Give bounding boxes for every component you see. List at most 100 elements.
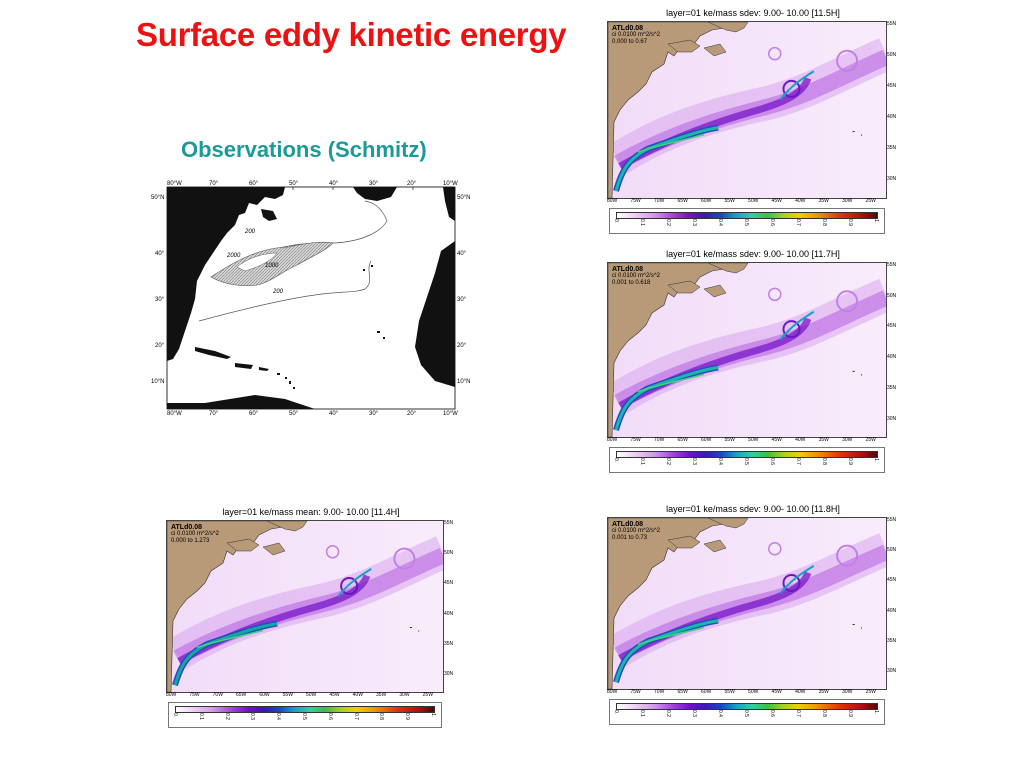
obs-lon-label: 20°	[407, 181, 417, 187]
panel-experiment-name: ATLd0.08	[612, 25, 643, 32]
lon-label: 25W	[422, 692, 433, 698]
lat-label: 30N	[887, 176, 897, 183]
colorbar-tick: 0.5	[743, 710, 749, 717]
colorbar-tick: 0.9	[404, 713, 411, 720]
lat-label: 45N	[887, 323, 897, 330]
lat-label: 30N	[444, 670, 454, 677]
panel-colorbar: 0. 0.1 0.2 0.3 0.4 0.5 0.6 0.7 0.8 0.9 1.	[168, 702, 442, 728]
panel-range: 0.001 to 0.73	[612, 535, 648, 541]
panel-info: ATLd0.08 ci 0.0100 m^2/s^2 0.000 to 0.67	[612, 25, 660, 46]
colorbar-tick: 1.	[873, 710, 879, 715]
lat-label: 40N	[444, 610, 454, 617]
lon-label: 65W	[236, 692, 247, 698]
obs-lat-label-right: 40°	[457, 251, 467, 257]
obs-lon-label-bottom: 10°W	[443, 411, 458, 417]
lon-label: 75W	[630, 198, 641, 204]
lon-label: 60W	[701, 198, 712, 204]
lon-label: 40W	[352, 692, 363, 698]
colorbar-gradient	[175, 706, 435, 713]
obs-lat-label-right: 10°N	[457, 379, 471, 385]
colorbar-tick: 0.8	[378, 713, 385, 720]
lon-label: 40W	[795, 689, 806, 695]
colorbar-tick: 0.	[613, 219, 619, 224]
panel-title: layer=01 ke/mass sdev: 9.00- 10.00 [11.5…	[666, 8, 840, 18]
obs-lon-label-bottom: 50°	[289, 411, 299, 417]
slide-title: Surface eddy kinetic energy	[136, 16, 567, 53]
colorbar-tick: 0.6	[769, 219, 775, 226]
colorbar-tick: 0.8	[821, 710, 827, 717]
model-map-figure	[608, 263, 886, 437]
lon-label: 25W	[865, 689, 876, 695]
panel-colorbar: 0. 0.1 0.2 0.3 0.4 0.5 0.6 0.7 0.8 0.9 1.	[609, 699, 885, 725]
panel-info: ATLd0.08 ci 0.0100 m^2/s^2 0.001 to 0.73	[612, 521, 660, 542]
panel-map: ATLd0.08 ci 0.0100 m^2/s^2 0.001 to 0.73	[607, 517, 887, 690]
obs-lat-label-right: 50°N	[457, 195, 471, 201]
lon-label: 30W	[842, 198, 853, 204]
panel-map: ATLd0.08 ci 0.0100 m^2/s^2 0.000 to 1.27…	[166, 520, 444, 693]
panel-map: ATLd0.08 ci 0.0100 m^2/s^2 0.000 to 0.67	[607, 21, 887, 199]
lon-label: 55W	[724, 198, 735, 204]
lat-label: 55N	[887, 21, 897, 27]
obs-lat-label: 10°N	[151, 379, 165, 385]
lon-label: 80W	[607, 437, 618, 443]
panel-contour-interval: ci 0.0100 m^2/s^2	[612, 32, 660, 38]
lat-label: 50N	[887, 547, 897, 554]
lon-label: 75W	[630, 437, 641, 443]
colorbar-tick: 0.5	[743, 219, 749, 226]
lat-label: 30N	[887, 415, 897, 422]
lat-label: 50N	[444, 550, 454, 557]
obs-lon-label-bottom: 40°	[329, 411, 339, 417]
lat-label: 50N	[887, 292, 897, 299]
obs-lon-label-bottom: 30°	[369, 411, 379, 417]
lat-label: 45N	[887, 83, 897, 90]
panel-experiment-name: ATLd0.08	[612, 266, 643, 273]
colorbar-tick: 0.8	[821, 219, 827, 226]
model-panel-3: layer=01 ke/mass mean: 9.00- 10.00 [11.4…	[166, 507, 456, 743]
lon-label: 45W	[771, 689, 782, 695]
colorbar-tick: 0.1	[639, 710, 645, 717]
panel-title: layer=01 ke/mass mean: 9.00- 10.00 [11.4…	[222, 507, 400, 517]
colorbar-tick: 0.1	[197, 713, 204, 720]
model-map-figure	[608, 22, 886, 198]
panel-lon-labels: 80W 75W 70W 65W 60W 55W 50W 45W 40W 35W 30W 25W	[607, 437, 885, 444]
panel-range: 0.001 to 0.618	[612, 280, 651, 286]
panel-lon-labels: 80W 75W 70W 65W 60W 55W 50W 45W 40W 35W 30W 25W	[607, 689, 885, 696]
lon-label: 50W	[748, 198, 759, 204]
model-map-figure	[608, 518, 886, 689]
lat-label: 40N	[887, 607, 897, 614]
colorbar-tick: 0.6	[769, 458, 775, 465]
colorbar-tick: 1.	[873, 458, 879, 463]
obs-lon-label-bottom: 80°W	[167, 411, 182, 417]
colorbar-tick: 0.1	[639, 458, 645, 465]
lat-label: 55N	[444, 520, 454, 526]
obs-lon-label: 30°	[369, 181, 379, 187]
colorbar-tick: 0.4	[717, 710, 723, 717]
lon-label: 50W	[306, 692, 317, 698]
lon-label: 75W	[189, 692, 200, 698]
lon-label: 60W	[701, 437, 712, 443]
colorbar-tick: 0.	[172, 713, 178, 718]
lon-label: 35W	[818, 437, 829, 443]
colorbar-tick: 0.5	[743, 458, 749, 465]
obs-lat-label: 20°	[155, 343, 165, 349]
panel-contour-interval: ci 0.0100 m^2/s^2	[612, 528, 660, 534]
obs-lon-label-bottom: 70°	[209, 411, 219, 417]
obs-lat-label: 30°	[155, 297, 165, 303]
lon-label: 45W	[329, 692, 340, 698]
lat-label: 40N	[887, 354, 897, 361]
colorbar-tick: 0.7	[795, 458, 801, 465]
lon-label: 55W	[724, 689, 735, 695]
model-map-figure	[167, 521, 443, 692]
lon-label: 70W	[654, 198, 665, 204]
lon-label: 30W	[399, 692, 410, 698]
obs-lon-label: 80°W	[167, 181, 182, 187]
colorbar-gradient	[616, 451, 878, 458]
panel-lon-labels: 80W 75W 70W 65W 60W 55W 50W 45W 40W 35W 30W 25W	[166, 692, 442, 699]
colorbar-gradient	[616, 212, 878, 219]
colorbar-tick: 0.3	[691, 219, 697, 226]
lon-label: 35W	[818, 689, 829, 695]
colorbar-tick: 0.9	[847, 219, 853, 226]
obs-lon-label: 70°	[209, 181, 219, 187]
lon-label: 65W	[677, 437, 688, 443]
lon-label: 25W	[865, 198, 876, 204]
